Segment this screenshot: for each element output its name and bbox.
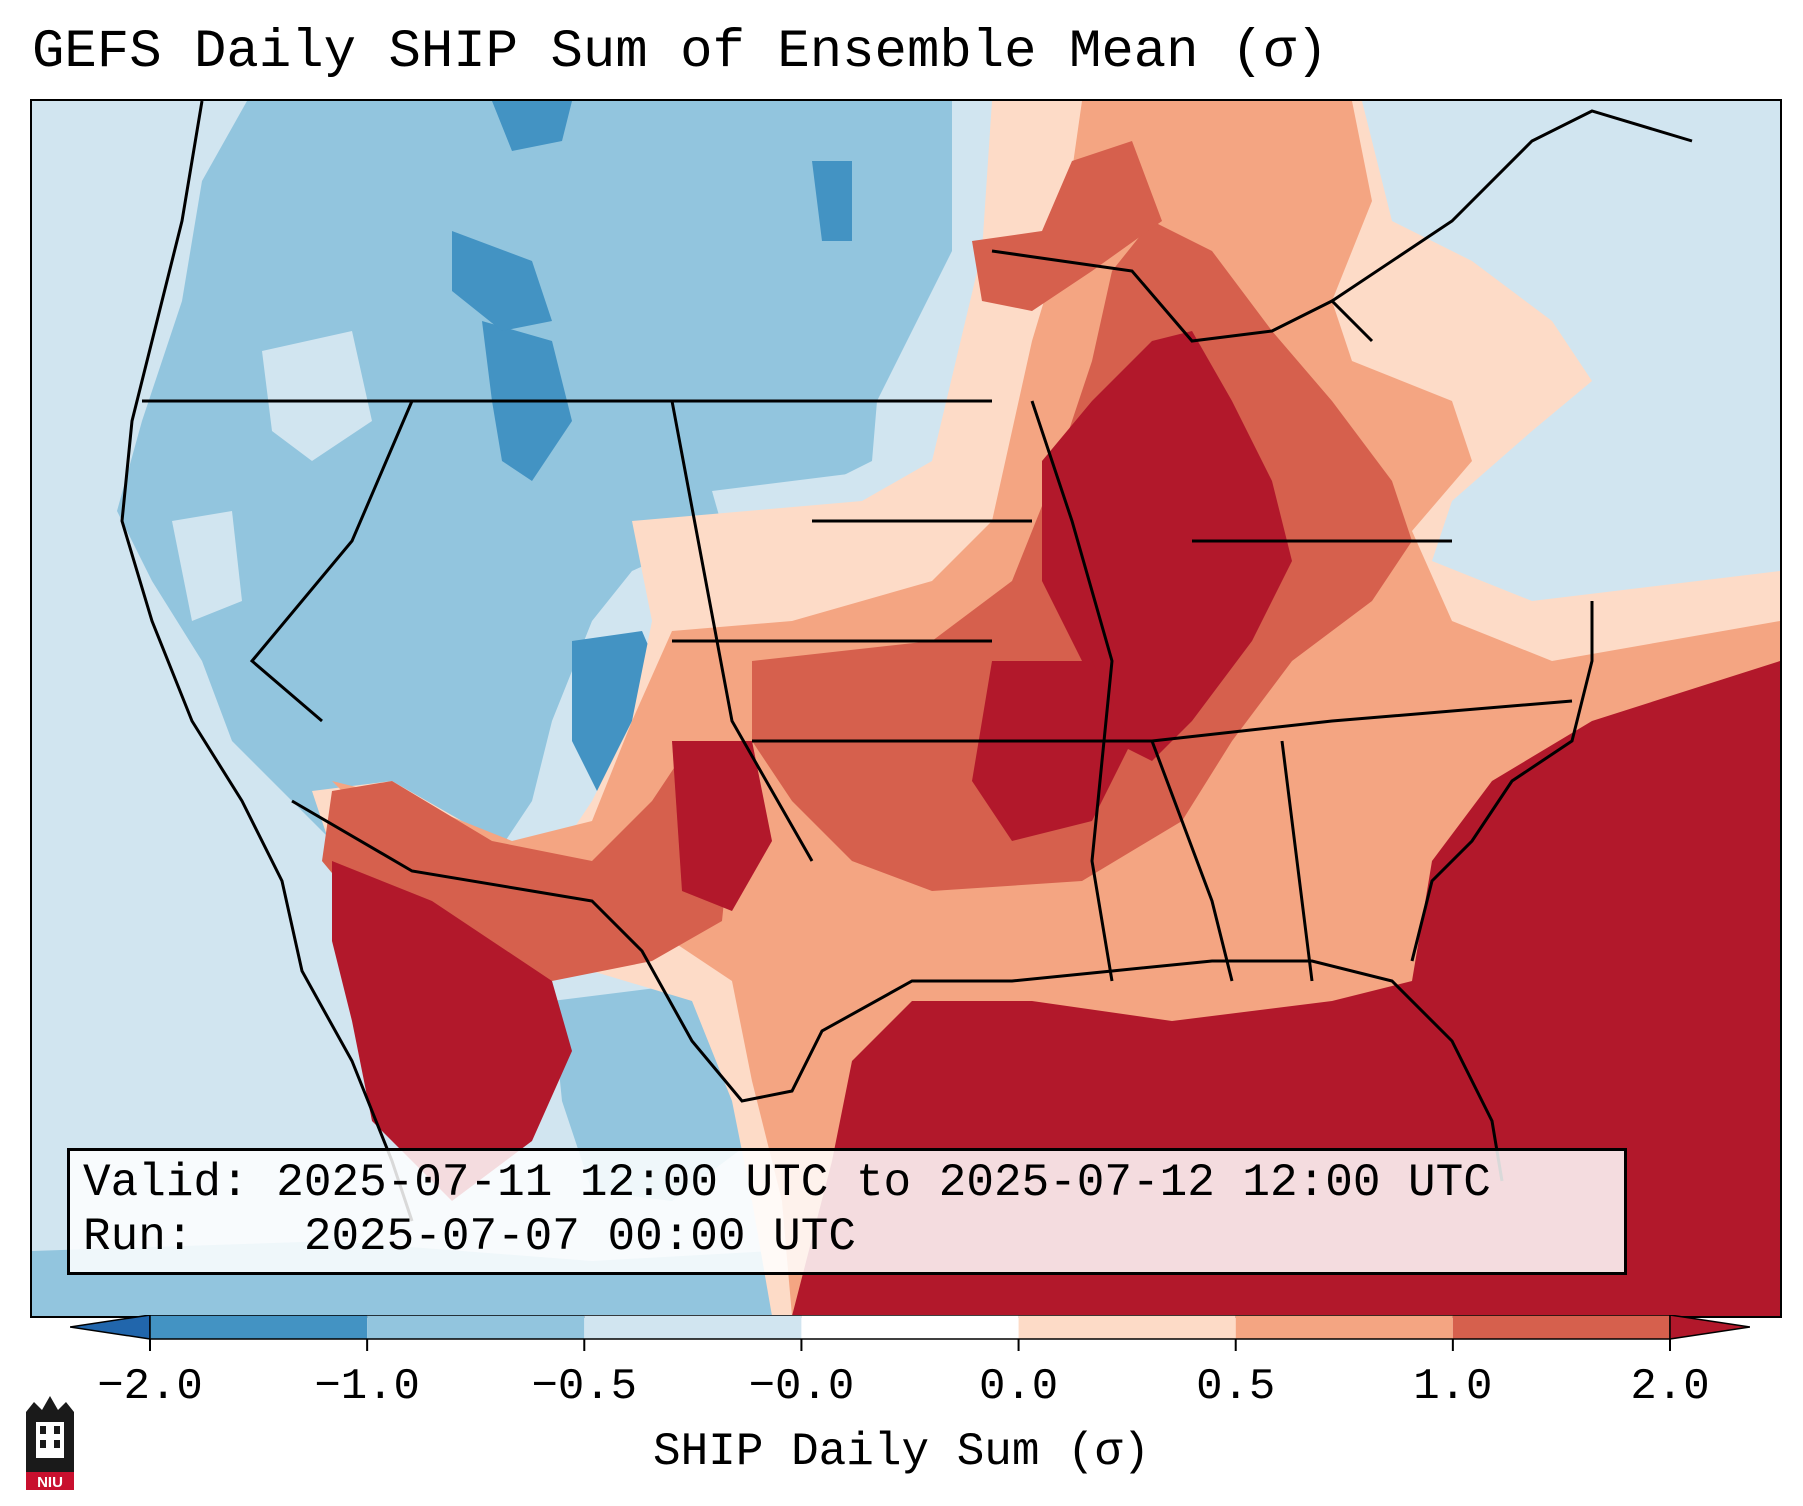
map-panel [30, 99, 1782, 1318]
sw-mexico-extreme-positive [332, 861, 572, 1201]
negative-anomaly-region [117, 101, 952, 871]
colorbar-tick-label: 1.0 [1413, 1362, 1493, 1412]
colorbar-over-arrow [1669, 1315, 1750, 1340]
logo-text: NIU [37, 1474, 63, 1491]
colorbar-bin [1018, 1315, 1236, 1339]
colorbar-bin [584, 1315, 802, 1339]
map-title: GEFS Daily SHIP Sum of Ensemble Mean (σ) [32, 22, 1329, 83]
new-mexico-extreme-positive [672, 741, 772, 911]
colorbar-tick-label: 2.0 [1630, 1362, 1710, 1412]
canada-strong-positive [972, 141, 1162, 311]
colorbar-bin [150, 1315, 368, 1339]
coastlines-and-borders [120, 101, 1693, 1222]
colorbar-tick-label: 0.5 [1196, 1362, 1276, 1412]
colorbar-bin [1452, 1315, 1670, 1339]
colorbar-bin [1235, 1315, 1453, 1339]
validity-info-box: Valid: 2025-07-11 12:00 UTC to 2025-07-1… [67, 1148, 1627, 1275]
colorbar-ticks [149, 1339, 1671, 1351]
ship-anomaly-map [32, 101, 1780, 1316]
valid-value: 2025-07-11 12:00 UTC to 2025-07-12 12:00… [276, 1157, 1491, 1209]
niu-castle-icon: NIU [26, 1396, 74, 1491]
colorbar-tick-label: −0.5 [531, 1362, 638, 1412]
run-value: 2025-07-07 00:00 UTC [303, 1211, 856, 1263]
midwest-extreme-positive [1042, 331, 1292, 761]
colorbar [70, 1315, 1750, 1351]
run-line: Run: 2025-07-07 00:00 UTC [83, 1211, 856, 1263]
colorbar-tick-label: −0.0 [748, 1362, 855, 1412]
ozarks-extreme-positive [972, 661, 1132, 841]
run-label: Run: [83, 1211, 194, 1263]
colorbar-bin [801, 1315, 1019, 1339]
colorbar-bins [149, 1315, 1671, 1340]
colorbar-tick-label: 0.0 [978, 1362, 1059, 1412]
valid-label: Valid: [83, 1157, 249, 1209]
valid-line: Valid: 2025-07-11 12:00 UTC to 2025-07-1… [83, 1157, 1491, 1209]
colorbar-tick-label: −2.0 [97, 1362, 203, 1412]
colorbar-under-arrow [70, 1315, 151, 1340]
colorbar-label: SHIP Daily Sum (σ) [653, 1426, 1150, 1478]
colorbar-tick-label: −1.0 [314, 1362, 420, 1412]
colorbar-bin [367, 1315, 585, 1339]
